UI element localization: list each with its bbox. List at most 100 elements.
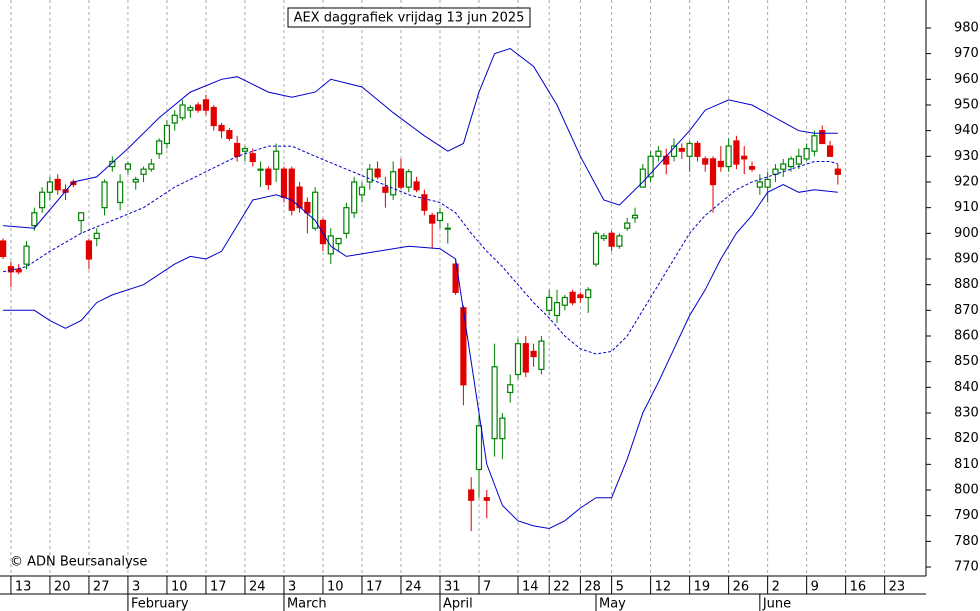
- chart-title: AEX daggrafiek vrijdag 13 jun 2025: [294, 11, 525, 26]
- candle-body: [826, 145, 834, 157]
- x-tick-label: 17: [366, 580, 383, 595]
- plot: [0, 47, 841, 532]
- candle-body: [741, 155, 748, 160]
- candle-body: [46, 181, 54, 193]
- candle-body: [811, 135, 818, 152]
- x-tick-label: 24: [249, 580, 266, 595]
- candle-body: [639, 168, 646, 188]
- y-tick-label: 780: [954, 534, 979, 549]
- candle-body: [241, 148, 249, 152]
- bollinger-band: [2, 145, 838, 355]
- candle-body: [101, 181, 108, 209]
- y-tick-label: 880: [954, 277, 979, 292]
- candle-body: [491, 366, 498, 440]
- candle-body: [694, 142, 701, 157]
- candle-body: [218, 124, 225, 132]
- y-tick-label: 820: [954, 431, 979, 446]
- bollinger-band: [3, 184, 838, 530]
- credit: © ADN Beursanalyse: [10, 555, 147, 570]
- candle-body: [507, 384, 514, 394]
- candle-body: [655, 150, 662, 157]
- candle-body: [78, 212, 85, 222]
- candle-body: [358, 186, 366, 196]
- candle-body: [686, 142, 693, 157]
- month-label: February: [131, 597, 189, 611]
- candle-body: [93, 232, 100, 240]
- candle-body: [312, 191, 319, 229]
- x-tick-label: 10: [171, 580, 188, 595]
- candle-body: [772, 168, 779, 175]
- candle-body: [351, 181, 358, 214]
- candle-body: [234, 142, 241, 157]
- candle-body: [421, 194, 428, 211]
- candle-body: [780, 163, 787, 170]
- candle-body: [592, 232, 600, 265]
- candle-body: [561, 296, 568, 306]
- candle-body: [39, 191, 46, 209]
- candle-body: [343, 207, 350, 234]
- candle-body: [296, 186, 303, 209]
- y-tick-label: 790: [954, 508, 979, 523]
- x-tick-label: 10: [327, 580, 344, 595]
- candle-body: [132, 178, 139, 183]
- candle-body: [202, 99, 210, 111]
- x-tick-label: 13: [15, 580, 32, 595]
- bollinger-band: [3, 47, 838, 229]
- y-tick-label: 980: [954, 20, 979, 35]
- x-tick-label: 5: [616, 580, 624, 595]
- candle-body: [319, 219, 327, 245]
- x-tick-label: 24: [405, 580, 422, 595]
- x-tick-label: 7: [483, 580, 491, 595]
- grid: [10, 0, 886, 576]
- y-tick-label: 810: [954, 457, 979, 472]
- candle-body: [717, 160, 724, 168]
- candle-body: [210, 106, 217, 127]
- candle-body: [709, 158, 717, 186]
- candle-body: [546, 296, 553, 311]
- candle-body: [803, 148, 810, 160]
- candle-body: [569, 291, 576, 304]
- candle-body: [514, 343, 522, 376]
- candle-body: [335, 237, 342, 245]
- x-tick-label: 22: [553, 580, 570, 595]
- title-box: [287, 7, 531, 28]
- candle-body: [819, 130, 826, 145]
- y-tick-label: 840: [954, 380, 979, 395]
- candle-body: [577, 294, 584, 299]
- candle-body: [725, 145, 732, 168]
- x-tick-label: 14: [522, 580, 539, 595]
- y-tick-label: 950: [954, 97, 979, 112]
- y-tick-label: 870: [954, 303, 979, 318]
- candle-body: [733, 140, 740, 165]
- y-tick-label: 960: [954, 72, 979, 87]
- candle-body: [374, 168, 381, 178]
- candle-body: [366, 168, 373, 183]
- candle-body: [124, 163, 132, 170]
- candle-body: [600, 235, 607, 240]
- x-tick-label: 26: [733, 580, 750, 595]
- candle-body: [764, 178, 771, 188]
- candle-body: [647, 155, 654, 178]
- y-tick-label: 930: [954, 149, 979, 164]
- candle-body: [530, 350, 537, 358]
- y-tick-label: 970: [954, 46, 979, 61]
- month-label: May: [599, 597, 626, 611]
- candle-body: [702, 158, 709, 165]
- x-tick-label: 23: [889, 580, 906, 595]
- candle-body: [553, 302, 561, 317]
- candle-body: [585, 289, 592, 299]
- x-tick-label: 9: [811, 580, 819, 595]
- candle-body: [756, 181, 763, 188]
- candle-body: [31, 212, 38, 227]
- candle-body: [468, 489, 475, 501]
- y-tick-label: 920: [954, 174, 979, 189]
- candle-body: [444, 227, 451, 230]
- x-tick-label: 3: [132, 580, 140, 595]
- x-tick-label: 16: [850, 580, 867, 595]
- candle-body: [436, 212, 444, 222]
- candle-body: [179, 104, 186, 119]
- candle-body: [834, 168, 841, 175]
- y-tick-label: 910: [954, 200, 979, 215]
